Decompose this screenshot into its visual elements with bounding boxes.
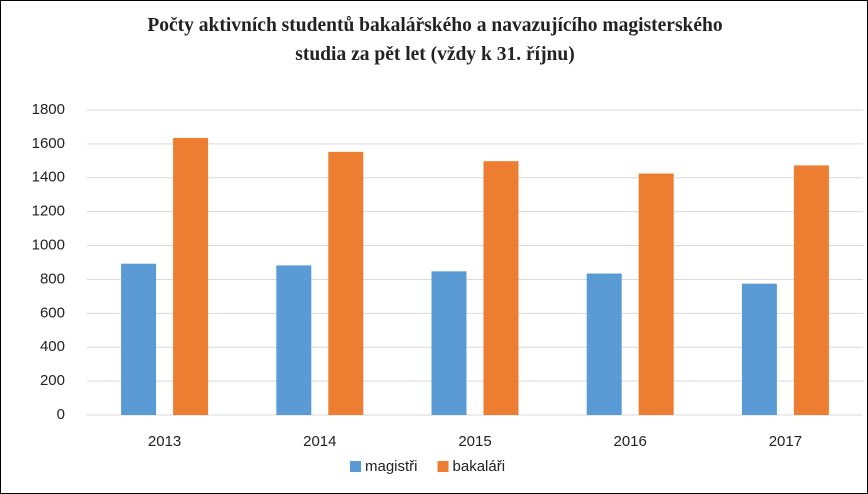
- legend-swatch: [437, 461, 449, 472]
- y-tick-label: 1400: [32, 169, 65, 186]
- x-tick-label: 2014: [303, 433, 336, 450]
- bar: [121, 263, 157, 415]
- bar: [276, 265, 312, 415]
- legend-label: bakaláři: [453, 458, 506, 475]
- bar: [741, 283, 777, 415]
- y-tick-label: 1200: [32, 203, 65, 220]
- bar: [793, 165, 829, 415]
- y-tick-label: 600: [40, 304, 65, 321]
- bar: [431, 271, 467, 415]
- chart-title: Počty aktivních studentů bakalářského a …: [147, 15, 723, 65]
- y-tick-label: 1600: [32, 135, 65, 152]
- bar: [638, 173, 674, 415]
- bar: [586, 273, 622, 415]
- y-tick-label: 400: [40, 338, 65, 355]
- x-tick-label: 2016: [614, 433, 647, 450]
- y-tick-label: 1000: [32, 237, 65, 254]
- y-tick-label: 800: [40, 270, 65, 287]
- x-tick-label: 2017: [769, 433, 802, 450]
- legend-swatch: [350, 461, 361, 472]
- x-tick-label: 2015: [458, 433, 491, 450]
- y-tick-label: 0: [57, 406, 65, 423]
- bar: [173, 137, 209, 416]
- y-tick-label: 200: [40, 372, 65, 389]
- legend-label: magistři: [365, 458, 418, 475]
- y-tick-label: 1800: [32, 101, 65, 118]
- bar: [328, 151, 364, 415]
- bar: [483, 161, 519, 415]
- x-tick-label: 2013: [148, 433, 181, 450]
